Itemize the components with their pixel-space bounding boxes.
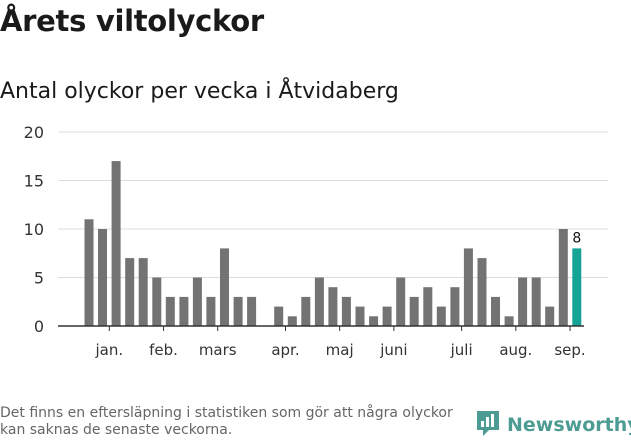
x-tick-label: aug. <box>499 341 532 359</box>
y-tick-label: 0 <box>34 317 44 336</box>
bar <box>409 296 419 326</box>
bar <box>382 306 392 326</box>
bar <box>192 277 202 326</box>
bar <box>545 306 555 326</box>
bar <box>396 277 406 326</box>
bar <box>518 277 528 326</box>
x-tick-label: maj <box>326 341 354 359</box>
bar-current-week <box>572 248 582 326</box>
y-tick-label: 15 <box>24 172 44 191</box>
bar <box>152 277 162 326</box>
bar <box>436 306 446 326</box>
x-tick-label: jan. <box>95 341 124 359</box>
bar <box>98 229 107 326</box>
bar <box>233 296 243 326</box>
bar <box>558 229 568 326</box>
x-tick-label: apr. <box>271 341 299 359</box>
bar <box>504 316 514 326</box>
bar <box>165 296 175 326</box>
y-tick-label: 5 <box>34 269 44 288</box>
x-tick-label: juni <box>379 341 407 359</box>
brand-logo: Newsworthy <box>475 409 631 441</box>
bar <box>179 296 189 326</box>
bar <box>125 258 135 326</box>
bar <box>220 248 229 326</box>
bar-value-label: 8 <box>572 230 581 246</box>
bar <box>355 306 365 326</box>
bar <box>369 316 379 326</box>
bar <box>463 248 473 326</box>
y-tick-label: 10 <box>24 220 44 239</box>
brand-name: Newsworthy <box>507 414 631 436</box>
bar <box>341 296 351 326</box>
bar <box>314 277 324 326</box>
bar <box>274 306 284 326</box>
bar <box>301 296 311 326</box>
chart-subtitle: Antal olyckor per vecka i Åtvidaberg <box>0 79 399 104</box>
chart-title: Årets viltolyckor <box>0 4 264 38</box>
bar <box>328 287 338 326</box>
bar <box>531 277 541 326</box>
bar <box>491 296 500 326</box>
bar <box>247 296 257 326</box>
bar <box>423 287 433 326</box>
x-tick-label: feb. <box>149 341 178 359</box>
bar <box>84 219 94 326</box>
x-tick-label: sep. <box>554 341 585 359</box>
bar <box>111 161 121 326</box>
y-tick-label: 20 <box>24 123 44 142</box>
bar-chart: 0 5 10 15 20 8 jan. feb. mars apr. maj juni juli aug.… <box>24 123 608 359</box>
newsworthy-logo-icon <box>475 409 501 441</box>
x-tick-label: mars <box>199 341 237 359</box>
bar <box>477 258 487 326</box>
footnote: Det finns en eftersläpning i statistiken… <box>0 405 453 438</box>
bar <box>450 287 460 326</box>
x-tick-label: juli <box>450 341 473 359</box>
bar <box>287 316 297 326</box>
bar <box>206 296 216 326</box>
bar <box>138 258 148 326</box>
